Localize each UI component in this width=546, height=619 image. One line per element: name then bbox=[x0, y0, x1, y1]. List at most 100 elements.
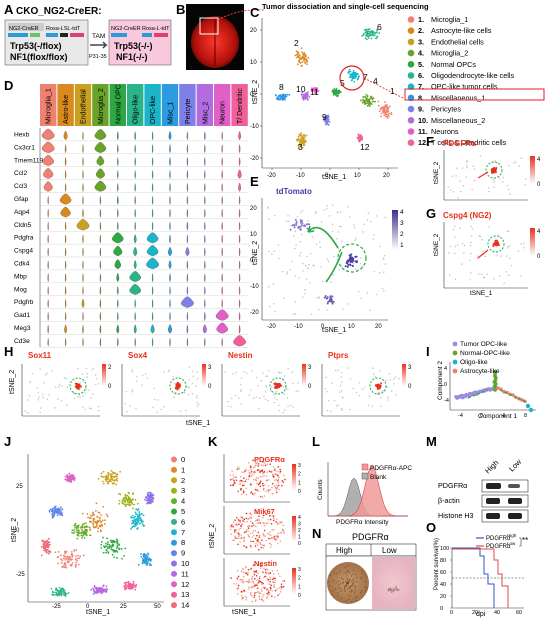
violin-Meg3-5 bbox=[116, 324, 120, 334]
legend-name-11: Neurons bbox=[431, 127, 459, 136]
svg-text:0: 0 bbox=[86, 604, 90, 610]
violin-Pdgfrb-12 bbox=[238, 299, 241, 309]
panel-h: H tSNE_2 tSNE_1 Sox1120Sox430Nestin30Ptp… bbox=[4, 344, 412, 427]
violin-Tmem119-1 bbox=[42, 154, 54, 166]
violin-Ccl2-8 bbox=[169, 170, 171, 180]
tsne-c-xlabel: tSNE_1 bbox=[322, 174, 346, 181]
human-legend-3: 3 bbox=[181, 486, 185, 495]
human-legend-10: 10 bbox=[181, 559, 189, 568]
violin-Cldn5-10 bbox=[204, 222, 206, 231]
svg-text:2: 2 bbox=[298, 528, 301, 534]
violin-Mog-5 bbox=[117, 286, 119, 296]
violin-Aqp4-12 bbox=[238, 209, 241, 218]
violin-column-label-10: Misc_2 bbox=[202, 102, 209, 124]
violin-Ccl3-6 bbox=[134, 183, 136, 192]
genotype-after-tag2: Rosa-L-tdT bbox=[142, 26, 170, 32]
svg-text:-10: -10 bbox=[294, 324, 303, 330]
svg-text:60: 60 bbox=[516, 610, 522, 616]
violin-Mog-10 bbox=[204, 286, 206, 296]
svg-text:4: 4 bbox=[502, 413, 505, 419]
human-feature-gene-3: Nestin bbox=[254, 559, 277, 568]
legend-name-5: Normal OPCs bbox=[431, 60, 476, 69]
survival-legend-sup-2: Low bbox=[507, 541, 516, 546]
cluster-label-1: 1 bbox=[390, 86, 395, 96]
violin-Cldn5-8 bbox=[169, 222, 171, 231]
cluster-label-5: 5 bbox=[340, 78, 345, 88]
violin-Ccl3-10 bbox=[204, 183, 206, 192]
legend-num-6: 6. bbox=[418, 71, 424, 80]
panel-n: N PDGFRα High Low bbox=[312, 526, 417, 611]
violin-Ccl3-1 bbox=[43, 181, 53, 192]
tdtomato-scale-ticks: 4 3 2 1 bbox=[400, 209, 404, 249]
violin-Gad1-7 bbox=[151, 312, 154, 321]
violin-Tmem119-5 bbox=[117, 157, 119, 167]
violin-Pdgfrb-5 bbox=[117, 299, 119, 309]
violin-column-label-3: Endothelial bbox=[81, 89, 88, 124]
violin-Cx3cr1-1 bbox=[41, 141, 55, 153]
cluster-label-8: 8 bbox=[279, 82, 284, 92]
violin-Hexb-2 bbox=[63, 130, 68, 141]
violin-Cx3cr1-5 bbox=[117, 144, 119, 154]
tsne-g-xlabel: tSNE_1 bbox=[470, 290, 493, 297]
genotype-after-tag1: NG2-CreER bbox=[111, 26, 141, 32]
violin-Tmem119-10 bbox=[204, 157, 206, 167]
violin-Meg3-8 bbox=[168, 324, 172, 334]
violin-Meg3-10 bbox=[202, 324, 207, 334]
violin-Tmem119-3 bbox=[82, 157, 84, 167]
feature-plot-ptprs: Ptprs 3 0 bbox=[321, 351, 412, 417]
violin-Cspg4-2 bbox=[64, 247, 67, 257]
legend-swatch-6 bbox=[407, 72, 415, 79]
violin-column-label-8: Misc_1 bbox=[168, 102, 175, 124]
svg-text:20: 20 bbox=[250, 28, 257, 34]
violin-Ccl3-8 bbox=[169, 183, 171, 192]
violin-Mog-12 bbox=[238, 286, 241, 296]
svg-text:0: 0 bbox=[408, 384, 412, 390]
violin-column-header-11 bbox=[214, 84, 231, 126]
svg-text:0: 0 bbox=[298, 541, 301, 547]
violin-Cd3e-12 bbox=[233, 335, 246, 347]
violin-column-header-9 bbox=[179, 84, 196, 126]
violin-column-label-12: T/ Dendritic bbox=[237, 88, 244, 124]
violin-Gad1-12 bbox=[238, 312, 241, 321]
violin-Meg3-7 bbox=[150, 324, 155, 334]
legend-num-9: 9. bbox=[418, 105, 424, 114]
genotype-before-line1: Trp53(-/flox) bbox=[10, 41, 62, 51]
histogram-legend-pdgfra: PDGFRα-APC bbox=[370, 465, 412, 472]
tsne-h-xlabel: tSNE_1 bbox=[186, 420, 210, 427]
violin-Gad1-4 bbox=[99, 312, 102, 321]
panel-g-label: G bbox=[426, 206, 436, 221]
violin-Pdgfra-11 bbox=[221, 234, 223, 244]
violin-Cx3cr1-9 bbox=[186, 144, 189, 154]
human-legend-7: 7 bbox=[181, 528, 185, 537]
human-feature-gene-2: Mik67 bbox=[254, 507, 275, 516]
pdgfra-color-scale bbox=[530, 156, 535, 184]
violin-Pdgfrb-9 bbox=[181, 296, 194, 308]
violin-Gfap-8 bbox=[169, 196, 171, 205]
violin-Ccl3-12 bbox=[238, 182, 241, 192]
violin-Cdk4-9 bbox=[186, 260, 189, 270]
tam-timing: P31-35 bbox=[89, 54, 107, 60]
legend-name-3: Endothelial cells bbox=[431, 37, 484, 46]
violin-Pdgfra-10 bbox=[204, 234, 206, 244]
panel-c: C Tumor dissociation and single-cell seq… bbox=[250, 2, 545, 181]
violin-Ccl3-5 bbox=[117, 183, 119, 192]
violin-gene-Pdgfra: Pdgfra bbox=[14, 235, 34, 242]
human-legend-0: 0 bbox=[181, 455, 185, 464]
feature-gene-sox4: Sox4 bbox=[128, 351, 148, 360]
panel-l-label: L bbox=[312, 434, 320, 449]
violin-Gfap-10 bbox=[204, 196, 206, 205]
violin-Gfap-6 bbox=[134, 196, 136, 205]
svg-text:-20: -20 bbox=[250, 156, 259, 162]
violin-Tmem119-7 bbox=[151, 157, 154, 167]
blot-band-high-3 bbox=[486, 513, 500, 519]
svg-text:-25: -25 bbox=[52, 604, 61, 610]
violin-Ccl3-2 bbox=[64, 183, 67, 192]
violin-Ccl3-9 bbox=[186, 183, 189, 192]
pdgfra-feature-plot bbox=[443, 150, 528, 201]
violin-Cspg4-7 bbox=[146, 245, 159, 257]
genotype-before-tag2: Rosa-LSL-tdT bbox=[46, 26, 81, 32]
violin-gene-Cldn5: Cldn5 bbox=[14, 222, 32, 229]
violin-Hexb-5 bbox=[117, 131, 119, 141]
